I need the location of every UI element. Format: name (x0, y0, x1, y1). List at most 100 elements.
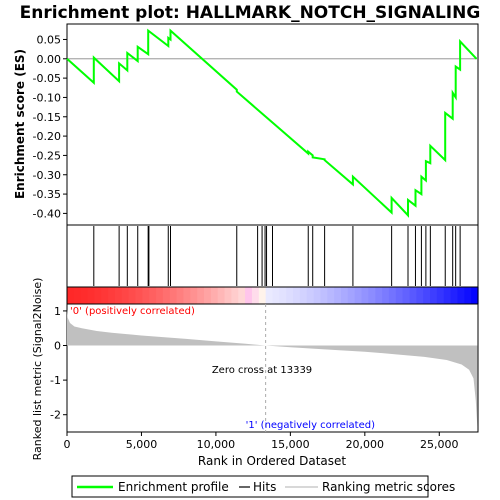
rank-ytick-label: -2 (50, 409, 61, 422)
color-band-segment (430, 287, 438, 304)
rank-x-axis-label: Rank in Ordered Dataset (198, 454, 346, 468)
zero-cross-label: Zero cross at 13339 (212, 365, 312, 376)
color-band-segment (231, 287, 239, 304)
color-band-segment (204, 287, 212, 304)
chart-title: Enrichment plot: HALLMARK_NOTCH_SIGNALIN… (20, 3, 481, 23)
legend-enrichment-label: Enrichment profile (118, 480, 229, 494)
color-band-segment (114, 287, 123, 304)
color-band-segment (101, 287, 109, 304)
es-ytick-label: -0.25 (33, 149, 61, 162)
rank-xtick-label: 10,000 (197, 438, 236, 451)
rank-ytick-label: 0 (54, 340, 61, 353)
color-band-segment (334, 287, 342, 304)
rank-ytick-label: -1 (50, 374, 61, 387)
es-ytick-label: -0.15 (33, 111, 61, 124)
es-ytick-label: -0.10 (33, 91, 61, 104)
color-band-segment (368, 287, 376, 304)
color-band-segment (258, 287, 267, 304)
color-band-segment (128, 287, 137, 304)
color-band-segment (197, 287, 205, 304)
hit-markers (93, 226, 461, 286)
rank-panel-frame (66, 303, 479, 433)
es-ytick-label: -0.20 (33, 130, 61, 143)
color-band-segment (443, 287, 452, 304)
color-band-segment (313, 287, 322, 304)
rank-y-axis: 1 0 -1 -2 (50, 305, 67, 422)
color-band-segment (272, 287, 280, 304)
color-band-segment (409, 287, 417, 304)
color-band-segment (347, 287, 356, 304)
es-y-axis-label: Enrichment score (ES) (13, 49, 27, 199)
color-band-segment (169, 287, 178, 304)
color-band-segment (293, 287, 301, 304)
color-band-segment (156, 287, 164, 304)
es-ytick-label: -0.40 (33, 207, 61, 220)
correlation-color-band (67, 287, 479, 304)
color-band-segment (341, 287, 349, 304)
color-band-segment (402, 287, 411, 304)
color-band-segment (375, 287, 383, 304)
color-band-segment (245, 287, 253, 304)
rank-xtick-label: 20,000 (346, 438, 385, 451)
color-band-segment (142, 287, 150, 304)
color-band-segment (87, 287, 95, 304)
color-band-segment (94, 287, 102, 304)
color-band-segment (436, 287, 445, 304)
color-band-segment (162, 287, 171, 304)
color-band-segment (217, 287, 226, 304)
rank-y-axis-label: Ranked list metric (Signal2Noise) (31, 278, 44, 461)
es-ytick-label: -0.05 (33, 72, 61, 85)
color-band-segment (354, 287, 363, 304)
es-ytick-label: 0.05 (37, 33, 62, 46)
enrichment-profile-line (66, 28, 478, 218)
color-band-segment (306, 287, 315, 304)
positive-correlation-label: '0' (positively correlated) (70, 306, 195, 317)
color-band-segment (450, 287, 459, 304)
color-band-segment (279, 287, 287, 304)
rank-xtick-label: 25,000 (420, 438, 459, 451)
ranking-metric-area (67, 309, 478, 427)
es-panel-frame (66, 23, 479, 226)
rank-x-axis: 0 5,000 10,000 15,000 20,000 25,000 (64, 432, 459, 451)
color-band-segment (361, 287, 369, 304)
color-band-segment (149, 287, 157, 304)
color-band-segment (320, 287, 328, 304)
color-band-segment (382, 287, 390, 304)
color-band-segment (286, 287, 294, 304)
color-band-segment (135, 287, 143, 304)
color-band-segment (251, 287, 260, 304)
color-band-segment (73, 287, 82, 304)
color-band-segment (265, 287, 274, 304)
rank-xtick-label: 15,000 (271, 438, 310, 451)
color-band-segment (423, 287, 431, 304)
legend-metric-label: Ranking metric scores (322, 480, 455, 494)
rank-ytick-label: 1 (54, 305, 61, 318)
color-band-segment (471, 287, 479, 304)
color-band-segment (224, 287, 232, 304)
color-band-segment (464, 287, 472, 304)
rank-xtick-label: 0 (64, 438, 71, 451)
legend: Enrichment profile Hits Ranking metric s… (71, 475, 455, 498)
color-band-segment (80, 287, 89, 304)
color-band-segment (108, 287, 116, 304)
color-band-segment (388, 287, 397, 304)
color-band-segment (190, 287, 198, 304)
color-band-segment (395, 287, 404, 304)
es-ytick-label: -0.30 (33, 169, 61, 182)
color-band-segment (457, 287, 465, 304)
color-band-segment (176, 287, 185, 304)
color-band-segment (238, 287, 246, 304)
es-ytick-label: -0.35 (33, 188, 61, 201)
color-band-segment (183, 287, 191, 304)
color-band-segment (121, 287, 130, 304)
color-band-segment (67, 287, 75, 304)
color-band-segment (299, 287, 308, 304)
negative-correlation-label: '1' (negatively correlated) (246, 420, 375, 431)
es-ytick-label: 0.00 (37, 53, 62, 66)
color-band-segment (210, 287, 219, 304)
color-band-segment (327, 287, 335, 304)
legend-hits-label: Hits (253, 480, 276, 494)
es-y-axis: 0.05 0.00 -0.05 -0.10 -0.15 -0.20 -0.25 -0.30 -0… (33, 33, 67, 220)
color-band-segment (416, 287, 424, 304)
